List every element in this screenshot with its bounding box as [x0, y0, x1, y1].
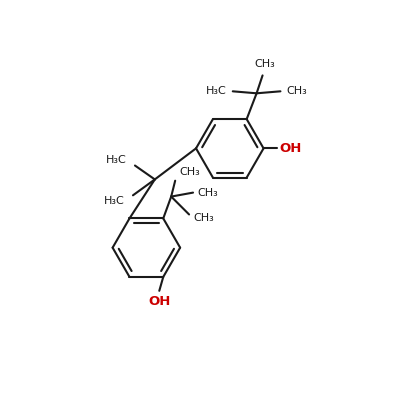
Text: OH: OH [148, 295, 170, 308]
Text: CH₃: CH₃ [286, 86, 307, 96]
Text: CH₃: CH₃ [179, 167, 200, 177]
Text: CH₃: CH₃ [254, 60, 275, 70]
Text: H₃C: H₃C [104, 196, 125, 206]
Text: H₃C: H₃C [206, 86, 227, 96]
Text: OH: OH [280, 142, 302, 155]
Text: H₃C: H₃C [106, 154, 127, 164]
Text: CH₃: CH₃ [193, 214, 214, 224]
Text: CH₃: CH₃ [197, 188, 218, 198]
